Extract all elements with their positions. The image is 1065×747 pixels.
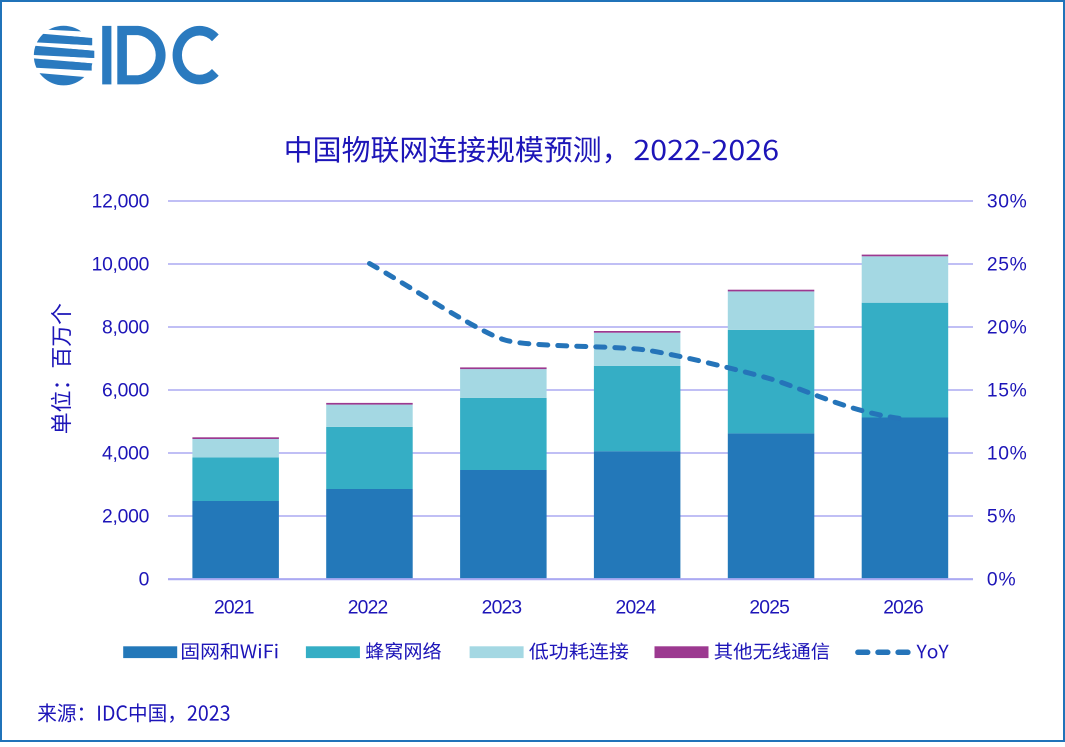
svg-text:10,000: 10,000 [92,255,149,276]
svg-text:15%: 15% [987,381,1027,402]
svg-text:2021: 2021 [214,598,254,619]
svg-text:5%: 5% [987,507,1016,528]
svg-text:12,000: 12,000 [92,192,149,213]
svg-text:0%: 0% [987,570,1016,591]
svg-text:2,000: 2,000 [102,507,149,528]
svg-text:6,000: 6,000 [102,381,149,402]
svg-text:2023: 2023 [482,598,522,619]
svg-text:10%: 10% [987,444,1027,465]
svg-text:2026: 2026 [883,598,923,619]
svg-text:2025: 2025 [749,598,789,619]
svg-text:20%: 20% [987,318,1027,339]
svg-text:4,000: 4,000 [102,444,149,465]
svg-text:2024: 2024 [616,598,657,619]
svg-text:2022: 2022 [348,598,388,619]
svg-text:25%: 25% [987,255,1027,276]
svg-text:8,000: 8,000 [102,318,149,339]
svg-text:30%: 30% [987,192,1027,213]
svg-text:0: 0 [139,570,149,591]
